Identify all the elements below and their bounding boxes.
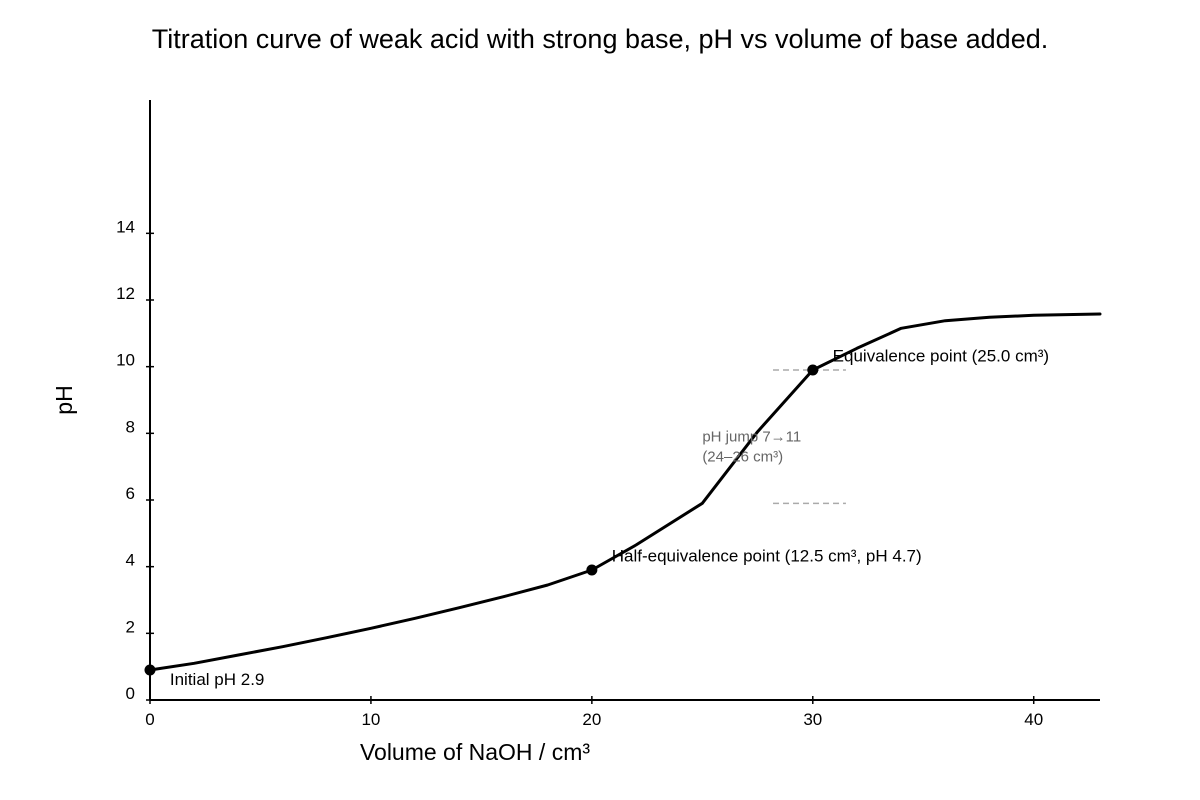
point-marker bbox=[144, 664, 156, 676]
x-tick-label: 10 bbox=[361, 710, 380, 729]
y-tick-label: 0 bbox=[126, 684, 135, 703]
annotation: (24–26 cm³) bbox=[702, 449, 783, 466]
y-tick-label: 10 bbox=[116, 351, 135, 370]
x-tick-label: 0 bbox=[145, 710, 154, 729]
x-tick-label: 40 bbox=[1024, 710, 1043, 729]
y-tick-label: 14 bbox=[116, 217, 135, 236]
annotation: Equivalence point (25.0 cm³) bbox=[833, 347, 1049, 366]
y-tick-label: 8 bbox=[126, 417, 135, 436]
x-axis-label: Volume of NaOH / cm³ bbox=[360, 739, 590, 765]
titration-curve bbox=[148, 312, 1102, 672]
reference-lines bbox=[773, 369, 846, 505]
markers bbox=[144, 364, 819, 676]
axes bbox=[149, 100, 1100, 701]
x-tick-label: 20 bbox=[582, 710, 601, 729]
annotations: Initial pH 2.9 Half-equivalence point (12… bbox=[170, 347, 1049, 689]
x-tick-label: 30 bbox=[803, 710, 822, 729]
y-tick-label: 6 bbox=[126, 484, 135, 503]
chart-title: Titration curve of weak acid with strong… bbox=[151, 24, 1049, 54]
annotation: Initial pH 2.9 bbox=[170, 670, 265, 689]
y-axis-label: pH bbox=[51, 385, 77, 414]
point-marker bbox=[807, 364, 819, 376]
ticks: 0 10 20 30 40 0 2 4 6 8 10 12 14 bbox=[116, 217, 1043, 729]
series bbox=[148, 312, 1102, 672]
y-tick-label: 4 bbox=[126, 551, 135, 570]
point-marker bbox=[586, 564, 598, 576]
annotation: pH jump 7→11 bbox=[702, 429, 801, 446]
y-tick-label: 2 bbox=[126, 617, 135, 636]
y-tick-label: 12 bbox=[116, 284, 135, 303]
annotation: Half-equivalence point (12.5 cm³, pH 4.7… bbox=[612, 547, 922, 566]
